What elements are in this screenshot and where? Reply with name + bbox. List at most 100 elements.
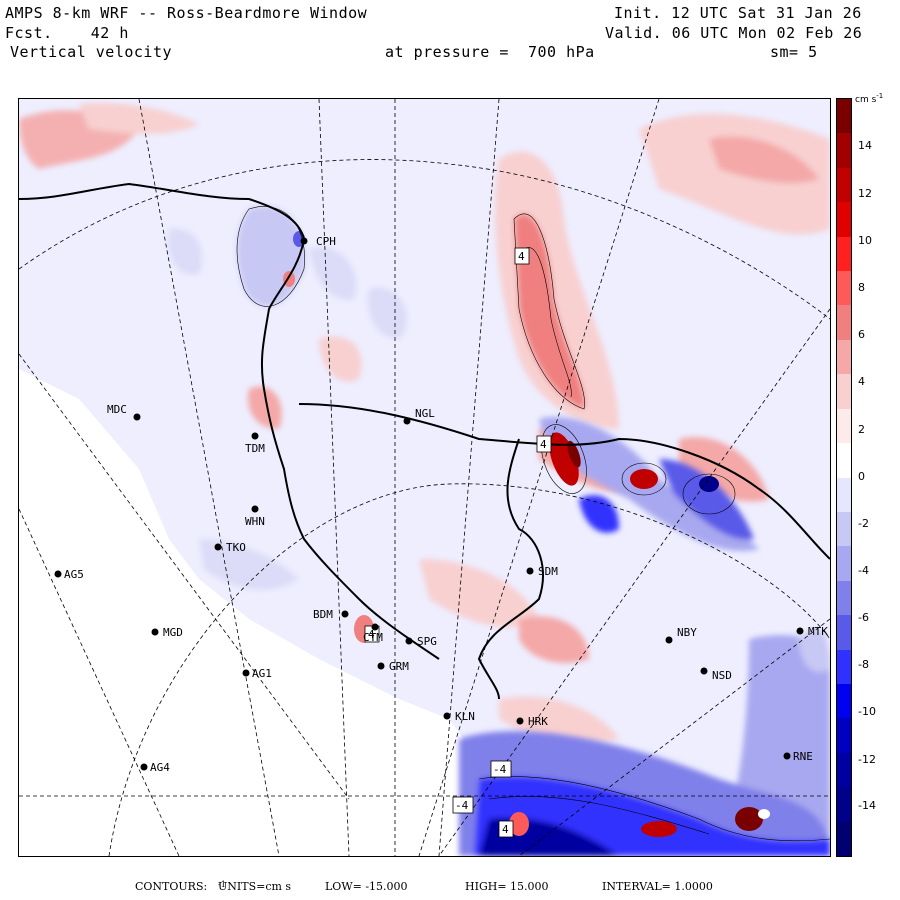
colorbar-segment: [837, 408, 851, 444]
colorbar: [836, 98, 852, 857]
station-label: NBY: [677, 626, 697, 639]
colorbar-tick-label: 2: [858, 423, 865, 436]
map-panel[interactable]: 4 4 4 -4 -4 4 CPH MDC NGL TDM WHN TKO AG5 SDM MG…: [18, 98, 831, 857]
station-marker: [403, 417, 411, 425]
station-marker: [140, 763, 148, 771]
colorbar-segment: [837, 580, 851, 616]
footer-contours: CONTOURS:: [135, 880, 208, 893]
colorbar-segment: [837, 271, 851, 306]
colorbar-tick-label: 10: [858, 234, 872, 247]
station-label: WHN: [245, 515, 265, 528]
station-marker: [377, 662, 385, 670]
station-label: MGD: [163, 626, 183, 639]
station-grm[interactable]: GRM: [377, 660, 410, 673]
colorbar-tick-label: -10: [858, 705, 876, 718]
station-ctm[interactable]: CTM: [363, 623, 383, 645]
station-label: NSD: [712, 669, 732, 682]
station-label: RNE: [793, 750, 813, 763]
station-label: CTM: [363, 631, 383, 644]
station-marker: [516, 717, 524, 725]
station-marker: [300, 237, 308, 245]
station-nsd[interactable]: NSD: [700, 667, 732, 683]
station-label: GRM: [389, 660, 409, 673]
station-cph[interactable]: CPH: [300, 235, 336, 248]
colorbar-segment: [837, 787, 851, 823]
station-kln[interactable]: KLN: [443, 710, 475, 723]
station-nby[interactable]: NBY: [665, 626, 698, 644]
station-hrk[interactable]: HRK: [516, 715, 549, 728]
contour-label: 4: [514, 247, 530, 265]
smoothing: sm= 5: [770, 43, 818, 61]
station-label: HRK: [528, 715, 548, 728]
colorbar-segment: [837, 202, 851, 238]
station-marker: [665, 636, 673, 644]
station-label: TDM: [245, 442, 265, 455]
station-label: KLN: [455, 710, 475, 723]
colorbar-tick-label: 12: [858, 187, 872, 200]
station-label: MDC: [107, 403, 127, 416]
station-mdc[interactable]: MDC: [107, 403, 141, 421]
station-marker: [700, 667, 708, 675]
colorbar-segment: [837, 683, 851, 719]
station-whn[interactable]: WHN: [245, 505, 265, 529]
colorbar-tick-label: 14: [858, 139, 872, 152]
fcst-value: 42 h: [90, 24, 129, 42]
station-ag4[interactable]: AG4: [140, 761, 171, 774]
svg-text:4: 4: [502, 823, 509, 836]
no-data-region: [19, 369, 489, 856]
contour-label: 4: [536, 435, 552, 453]
station-ag1[interactable]: AG1: [242, 667, 272, 680]
station-marker: [251, 505, 259, 513]
colorbar-segment: [837, 477, 851, 513]
station-marker: [151, 628, 159, 636]
map-svg: 4 4 4 -4 -4 4 CPH MDC NGL TDM WHN TKO AG5 SDM MG…: [19, 99, 830, 856]
intense-features: [283, 231, 770, 837]
colorbar-segment: [837, 546, 851, 582]
contour-label: -4: [490, 760, 512, 778]
station-label: CPH: [316, 235, 336, 248]
valid-time: Valid. 06 UTC Mon 02 Feb 26: [605, 24, 863, 42]
init-time: Init. 12 UTC Sat 31 Jan 26: [614, 4, 862, 22]
station-mtk[interactable]: MTK: [796, 625, 829, 638]
contour-label: -4: [452, 796, 474, 814]
station-sdm[interactable]: SDM: [526, 565, 559, 578]
svg-text:4: 4: [518, 250, 525, 263]
colorbar-segment: [837, 339, 851, 375]
station-mgd[interactable]: MGD: [151, 626, 183, 639]
pressure-level: at pressure = 700 hPa: [385, 43, 595, 61]
negative-velocity-areas: [168, 206, 830, 856]
pressure-value: 700 hPa: [527, 43, 595, 61]
station-spg[interactable]: SPG: [405, 635, 437, 648]
station-marker: [783, 752, 791, 760]
station-label: SDM: [538, 565, 558, 578]
station-marker: [405, 637, 413, 645]
forecast-hour: Fcst. 42 h: [5, 24, 129, 42]
colorbar-segment: [837, 99, 851, 134]
colorbar-segment: [837, 649, 851, 685]
station-marker: [443, 712, 451, 720]
station-tko[interactable]: TKO: [214, 541, 246, 554]
station-label: NGL: [415, 407, 435, 420]
station-marker: [526, 567, 534, 575]
station-marker: [371, 623, 379, 631]
station-ngl[interactable]: NGL: [403, 407, 436, 425]
station-marker: [214, 543, 222, 551]
colorbar-segment: [837, 821, 851, 857]
station-bdm[interactable]: BDM: [313, 608, 349, 621]
colorbar-segment: [837, 615, 851, 651]
station-label: BDM: [313, 608, 333, 621]
station-rne[interactable]: RNE: [783, 750, 813, 763]
colorbar-segment: [837, 443, 851, 478]
station-ag5[interactable]: AG5: [54, 568, 84, 581]
station-label: SPG: [417, 635, 437, 648]
station-label: AG4: [150, 761, 170, 774]
station-marker: [341, 610, 349, 618]
contour-label: 4: [498, 820, 514, 838]
station-tdm[interactable]: TDM: [245, 432, 265, 456]
colorbar-segment: [837, 133, 851, 169]
station-label: TKO: [226, 541, 246, 554]
colorbar-tick-label: -8: [858, 658, 869, 671]
colorbar-segment: [837, 167, 851, 203]
svg-text:4: 4: [368, 628, 375, 641]
colorbar-segment: [837, 718, 851, 754]
